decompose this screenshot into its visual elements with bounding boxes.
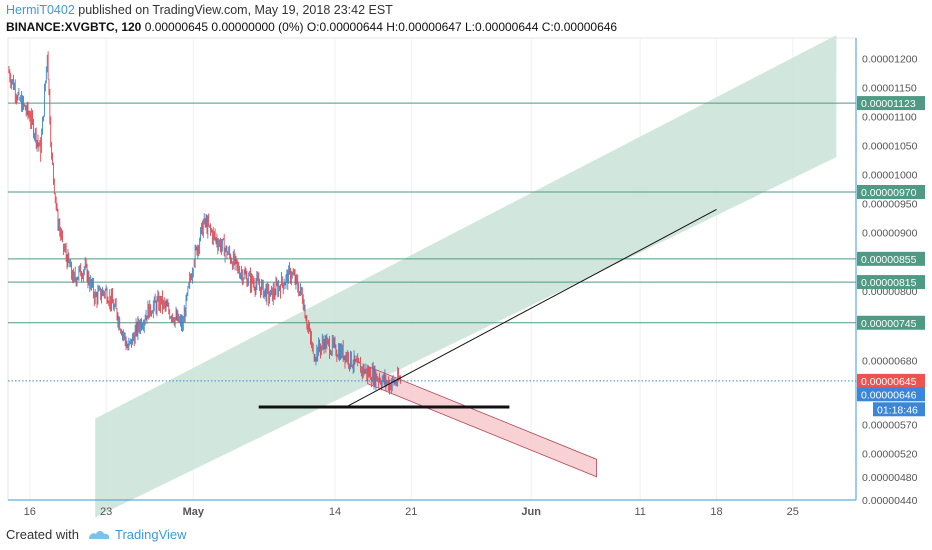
price-tick-label: 0.00001150: [862, 82, 917, 94]
tradingview-brand[interactable]: TradingView: [87, 527, 187, 542]
level-label: 0.00000855: [861, 254, 917, 266]
level-label: 0.00000745: [861, 318, 917, 330]
time-tick-label: 16: [24, 506, 36, 518]
created-with-text: Created with: [6, 527, 79, 542]
trend-line: [345, 208, 717, 408]
time-tick-label: May: [183, 506, 205, 518]
time-tick-label: 11: [634, 506, 645, 518]
level-badge: [857, 315, 925, 330]
current-price-badge: [857, 387, 925, 402]
time-tick-label: 23: [100, 506, 112, 518]
last-price-label: 0.00000645: [861, 376, 917, 388]
symbol-label: BINANCE:XVGBTC, 120: [6, 20, 142, 34]
level-label: 0.00001123: [861, 98, 916, 110]
chart-header: HermiT0402 published on TradingView.com,…: [6, 2, 393, 19]
countdown-label: 01:18:46: [877, 404, 918, 416]
level-badge: [857, 96, 925, 111]
symbol-line: BINANCE:XVGBTC, 120 0.00000645 0.0000000…: [6, 19, 617, 35]
time-tick-label: 25: [787, 506, 799, 518]
time-tick-label: 18: [710, 506, 722, 518]
level-badge: [857, 275, 925, 290]
price-tick-label: 0.00001200: [862, 53, 918, 65]
price-tick-label: 0.00000900: [862, 228, 918, 240]
footer: Created with TradingView: [6, 527, 187, 542]
countdown-badge: [873, 402, 925, 417]
time-tick-label: Jun: [521, 506, 541, 518]
price-tick-label: 0.00001100: [862, 111, 917, 123]
price-tick-label: 0.00000570: [862, 419, 918, 431]
time-tick-label: 14: [329, 506, 341, 518]
author-link[interactable]: HermiT0402: [6, 3, 75, 17]
ohlc-values: 0.00000645 0.00000000 (0%) O:0.00000644 …: [144, 20, 618, 34]
price-tick-label: 0.00000680: [862, 356, 918, 368]
tradingview-logo-icon: [88, 530, 110, 539]
current-price-label: 0.00000646: [861, 389, 917, 401]
price-tick-label: 0.00000950: [862, 199, 918, 211]
level-badge: [857, 251, 925, 266]
price-tick-label: 0.00000520: [862, 449, 918, 461]
price-tick-label: 0.00000440: [862, 495, 918, 507]
ascending-channel: [95, 35, 837, 518]
price-tick-label: 0.00000480: [862, 472, 918, 484]
last-price-badge: [857, 373, 925, 388]
published-text: published on TradingView.com, May 19, 20…: [78, 3, 393, 17]
price-tick-label: 0.00001000: [862, 170, 918, 182]
level-badge: [857, 185, 925, 199]
level-label: 0.00000815: [861, 277, 917, 289]
tradingview-brand-label: TradingView: [114, 527, 187, 542]
level-label: 0.00000970: [861, 187, 917, 199]
price-tick-label: 0.00001050: [862, 141, 918, 153]
time-tick-label: 21: [405, 506, 417, 518]
